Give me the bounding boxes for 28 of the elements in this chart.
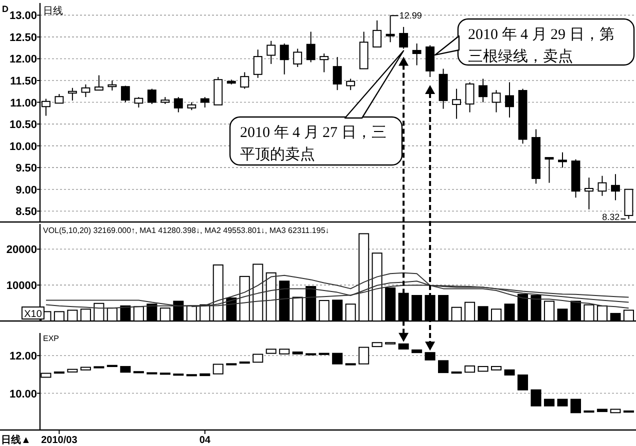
annotation: EXP <box>43 334 60 343</box>
annotation: 12.99 <box>399 10 422 21</box>
x-tick-label: 2010/03 <box>41 435 78 446</box>
x-tick-label: 04 <box>199 435 211 446</box>
y-tick-label: 13.00 <box>9 10 37 22</box>
y-tick-label: 10000 <box>6 280 37 292</box>
annotation: VOL(5,10,20) 32169.000↑, MA1 41280.398↓, MA2 49553.801↓, MA3 62311.195↓ <box>43 226 330 235</box>
y-tick-label: 10.00 <box>9 388 37 400</box>
callout: 2010 年 4 月 27 日，三平顶的卖点 <box>229 50 404 166</box>
annotation: 2010 年 4 月 27 日，三平顶的卖点 <box>240 124 386 163</box>
text: 日线▲ <box>1 434 31 446</box>
y-tick-label: 12.50 <box>9 32 37 44</box>
annotation: 8.32 <box>602 212 620 222</box>
y-tick-label: 8.50 <box>16 206 37 218</box>
chart-title: 日线 <box>43 5 63 17</box>
y-tick-label: 11.50 <box>10 76 37 88</box>
y-tick-label: 9.50 <box>16 162 37 175</box>
annotation: X10 <box>24 309 42 320</box>
y-tick-label: 12.00 <box>9 350 37 363</box>
y-tick-label: 12.00 <box>9 54 37 66</box>
callout: 2010 年 4 月 29 日，第三根绿线，卖点 <box>434 18 635 66</box>
text: D <box>2 4 9 14</box>
annotation: 2010 年 4 月 29 日，第三根绿线，卖点 <box>468 26 614 65</box>
y-tick-label: 20000 <box>6 244 37 256</box>
y-tick-label: 10.50 <box>9 119 37 132</box>
y-tick-label: 11.00 <box>10 97 37 110</box>
y-tick-label: 9.00 <box>16 184 37 196</box>
y-tick-label: 10.00 <box>9 140 37 153</box>
